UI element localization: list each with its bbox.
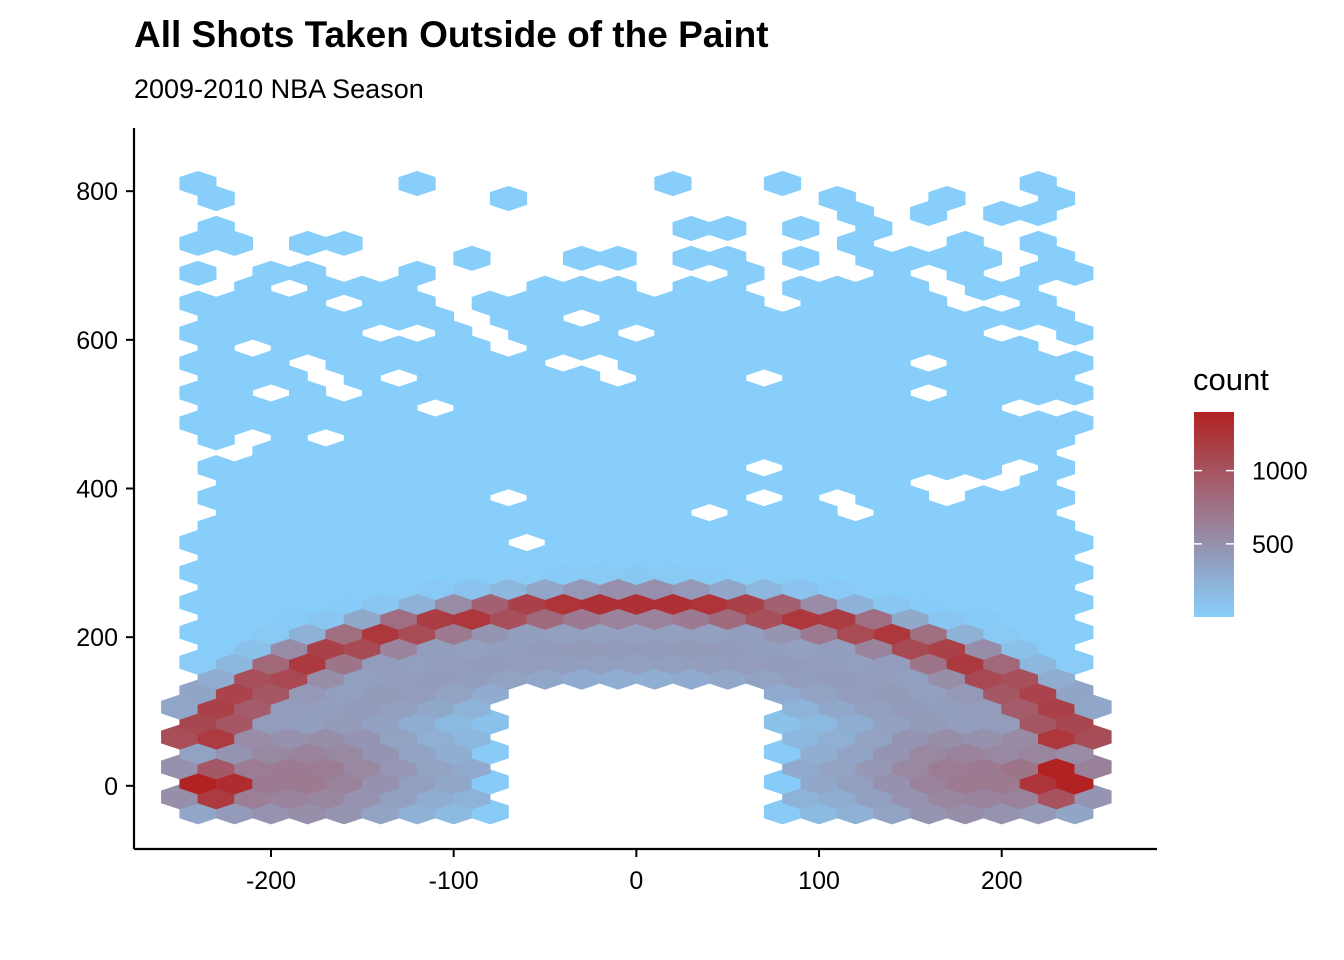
x-tick-label: 200 [981,867,1023,895]
x-tick-label: -100 [429,867,479,895]
hex-bin [818,185,856,212]
y-tick-label: 200 [76,624,118,652]
hex-bin [763,170,802,197]
hex-bin [709,245,747,271]
chart-subtitle: 2009-2010 NBA Season [134,74,424,104]
hex-bin [782,215,820,242]
y-tick-label: 800 [76,178,118,206]
hex-bin [325,230,363,256]
hex-bin [654,170,692,197]
hex-bin [398,170,436,197]
hex-bin [1019,170,1057,197]
hex-bin [453,245,491,271]
y-tick-label: 0 [104,773,118,801]
legend-label: 1000 [1252,458,1308,486]
hex-bin [179,170,217,197]
legend-label: 500 [1252,531,1294,559]
hex-bin [562,365,601,391]
y-tick-label: 400 [76,476,118,504]
hex-bin [599,275,637,301]
hex-bin [288,260,327,286]
hex-bin [983,200,1021,227]
hex-bin [1001,335,1039,361]
hex-bin [1056,350,1094,376]
hex-bin [946,230,984,256]
chart-title: All Shots Taken Outside of the Paint [134,14,769,55]
hex-bin [562,245,601,271]
hex-bin [1019,230,1057,256]
hex-bin [398,260,436,286]
x-tick-label: 100 [798,867,840,895]
hex-bins [161,170,1112,825]
hex-bin [288,230,327,256]
legend: count 500 1000 [1193,362,1308,617]
axes: -200 -100 0 100 200 0 200 400 600 800 [76,128,1157,895]
y-tick-label: 600 [76,327,118,355]
hex-bin [782,245,820,271]
hex-bin [1056,410,1094,436]
legend-title: count [1193,362,1269,397]
hex-bin [672,245,710,271]
hex-bin [489,185,528,212]
legend-colorbar [1194,412,1234,617]
hex-bin [179,260,217,286]
x-tick-label: -200 [246,867,296,895]
hex-bin [928,185,966,212]
hex-bin [709,215,747,242]
hex-bin [672,215,710,242]
hex-bin [197,215,235,242]
x-tick-label: 0 [629,867,643,895]
hex-bin [599,245,637,271]
